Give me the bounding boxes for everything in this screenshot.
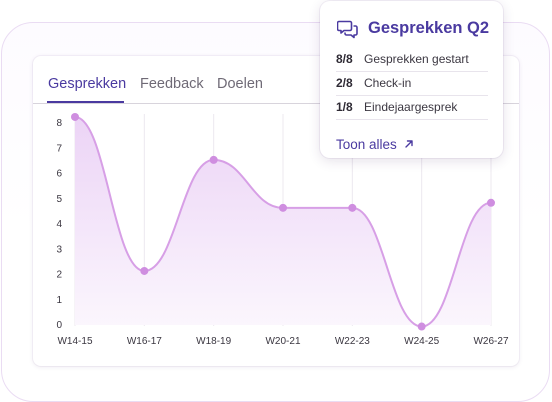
x-tick-label: W18-19 [196,336,231,347]
data-point [140,266,149,275]
row-label: Check-in [364,76,412,90]
row-count: 8/8 [336,52,353,66]
row-label: Gesprekken gestart [364,52,469,66]
chat-bubbles-icon [337,20,358,39]
tab-gesprekken[interactable]: Gesprekken [48,76,127,92]
popover-row-gestart: 8/8 Gesprekken gestart [336,49,488,72]
x-tick-label: W22-23 [335,336,370,347]
data-point [279,203,287,212]
x-tick-label: W24-25 [404,336,439,347]
row-count: 2/8 [336,76,353,90]
data-point [348,203,357,212]
y-tick-label: 4 [56,219,62,230]
popover-row-checkin: 2/8 Check-in [336,73,488,96]
x-tick-label: W26-27 [473,336,508,347]
y-tick-label: 0 [56,320,62,331]
y-tick-label: 7 [56,143,62,154]
data-point [487,198,495,207]
line-chart: 0 1 2 3 4 5 6 7 8 W14-15 W16-17 W18-19 W20-21 W22-23 W… [56,112,509,347]
x-tick-label: W14-15 [57,336,92,347]
y-tick-label: 1 [56,295,62,306]
tab-feedback[interactable]: Feedback [140,76,204,92]
tab-bar: Gesprekken Feedback Doelen [33,56,519,104]
y-tick-label: 6 [56,169,62,180]
y-tick-label: 8 [56,118,62,129]
series-area [75,116,491,327]
active-tab-indicator [47,101,124,103]
conversations-popover: Gesprekken Q2 8/8 Gesprekken gestart 2/8… [320,1,503,158]
popover-row-eindejaar: 1/8 Eindejaargesprek [336,97,488,120]
show-all-link[interactable]: Toon alles [336,137,397,152]
popover-title: Gesprekken Q2 [368,19,490,37]
x-tick-label: W16-17 [127,336,162,347]
row-label: Eindejaargesprek [364,100,458,114]
data-point [417,322,426,331]
data-point [209,155,218,164]
y-tick-label: 2 [56,270,62,281]
arrow-up-right-icon[interactable] [404,139,414,149]
x-tick-label: W20-21 [265,336,300,347]
y-tick-label: 5 [56,194,62,205]
data-point [71,112,79,121]
tab-doelen[interactable]: Doelen [217,76,263,92]
row-count: 1/8 [336,100,353,114]
y-tick-label: 3 [56,244,62,255]
